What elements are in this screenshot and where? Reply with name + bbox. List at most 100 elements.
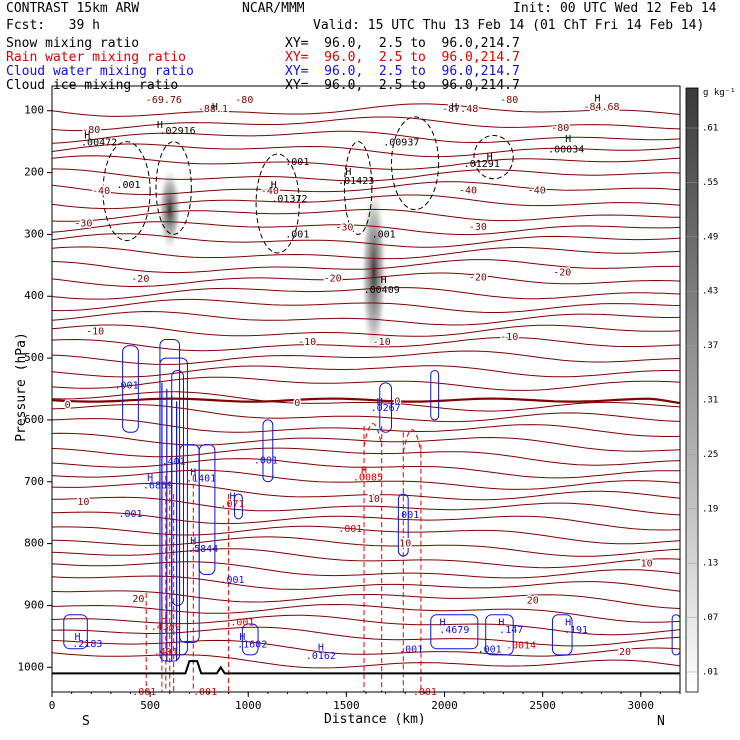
- isotherm-line: [51, 603, 681, 623]
- colorbar-tick-label: .49: [702, 232, 718, 242]
- snow-high-marker: H: [345, 167, 351, 178]
- isotherm-label: -20: [324, 273, 342, 284]
- snow-high-marker: H: [595, 93, 601, 104]
- isotherm-line: [51, 469, 681, 490]
- isotherm-line: [51, 536, 681, 557]
- snow-high-marker: H: [157, 120, 163, 131]
- cloud-high-marker: H: [190, 467, 196, 478]
- isotherm-line: [51, 221, 681, 236]
- cloud-high-marker: H: [230, 492, 236, 503]
- colorbar-tick-label: .37: [702, 341, 718, 351]
- x-tick-label: 1000: [235, 699, 262, 712]
- model-title: CONTRAST 15km ARW: [6, 1, 140, 16]
- isotherm-label: 10: [368, 494, 380, 505]
- cloud-high-marker: H: [377, 397, 383, 408]
- colorbar: [685, 87, 699, 693]
- isotherm-label: 0: [65, 400, 71, 411]
- rain-value-label: .071: [221, 499, 245, 510]
- cloud-value-label: .001: [254, 456, 278, 467]
- snow-high-marker: H: [381, 275, 387, 286]
- rain-water-contour: [363, 423, 383, 447]
- cloud-water-contour: [430, 614, 479, 650]
- colorbar-tick-label: .43: [702, 287, 718, 297]
- snow-value-label: .001: [372, 229, 396, 240]
- cloud-value-label: .5844: [188, 544, 218, 555]
- field-rain-xy: XY= 96.0, 2.5 to 96.0,214.7: [285, 50, 520, 65]
- cloud-water-contour: [234, 493, 243, 520]
- isotherm-label: -20: [469, 273, 487, 284]
- isotherm-line: [51, 626, 681, 647]
- isotherm-label: 10: [399, 539, 411, 550]
- y-tick-label: 300: [24, 227, 44, 240]
- y-tick-label: 400: [24, 289, 44, 302]
- isotherm-label: -10: [298, 337, 316, 348]
- rain-value-label: .0085: [353, 472, 383, 483]
- forecast-hour: Fcst: 39 h: [6, 18, 100, 33]
- snow-value-label: .02916: [160, 126, 196, 137]
- cloud-high-marker: H: [190, 536, 196, 547]
- y-tick-label: 600: [24, 413, 44, 426]
- isotherm-line: [51, 350, 681, 365]
- isotherm-line: [51, 590, 681, 609]
- cloud-value-label: .147: [499, 625, 523, 636]
- isotherm-label: -40: [261, 186, 279, 197]
- y-tick-label: 700: [24, 475, 44, 488]
- cloud-water-contour: [63, 614, 88, 650]
- cloud-high-marker: H: [565, 618, 571, 629]
- isotherm-line: [51, 391, 681, 412]
- isotherm-line: [51, 575, 681, 592]
- x-tick-label: 0: [49, 699, 56, 712]
- y-tick-label: 100: [24, 104, 44, 117]
- rain-value-label: .401: [154, 647, 178, 658]
- rain-high-marker: H: [161, 615, 167, 626]
- cloud-value-label: .4679: [439, 625, 469, 636]
- snow-value-label: .01423: [338, 176, 374, 187]
- isotherm-label: 10: [77, 497, 89, 508]
- isotherm-line: [51, 548, 681, 569]
- isotherm-label: -87.48: [442, 104, 478, 115]
- cloud-water-contour: [379, 382, 393, 433]
- isotherm-label: 20: [619, 647, 631, 658]
- isotherm-line: [51, 458, 681, 479]
- cloud-water-contour: [430, 369, 440, 421]
- y-tick-label: 1000: [18, 660, 45, 673]
- isotherm-label: -40: [92, 186, 110, 197]
- cloud-value-label: .001: [395, 510, 419, 521]
- cloud-value-label: .001: [399, 644, 423, 655]
- cloud-value-label: .001: [115, 380, 139, 391]
- x-axis-label: Distance (km): [324, 712, 426, 727]
- cloud-high-marker: H: [440, 618, 446, 629]
- isotherm-line: [51, 652, 681, 669]
- isotherm-label: -10: [86, 326, 104, 337]
- isotherm-label: 20: [527, 595, 539, 606]
- field-cloud-name: Cloud water mixing ratio: [6, 64, 194, 79]
- snow-value-label: .001: [285, 157, 309, 168]
- rain-value-label: .4359: [151, 622, 181, 633]
- isotherm-label: 10: [641, 558, 653, 569]
- isotherm-label: -10: [373, 337, 391, 348]
- x-end-label-south: S: [82, 714, 90, 729]
- isotherm-line: [51, 561, 681, 579]
- x-tick-label: 2500: [529, 699, 556, 712]
- isotherm-line: [51, 525, 681, 545]
- isotherm-line: [51, 404, 681, 423]
- snow-value-label: .00409: [364, 285, 400, 296]
- isotherm-label: -30: [74, 218, 92, 229]
- snow-value-label: .00034: [548, 145, 584, 156]
- isotherm-line: [51, 298, 681, 313]
- isotherm-label: -88.1: [198, 104, 228, 115]
- rain-value-label: .001: [230, 618, 254, 629]
- isotherm-line: [51, 246, 681, 260]
- snow-value-label: .00472: [81, 137, 117, 148]
- field-rain-name: Rain water mixing ratio: [6, 50, 187, 65]
- isotherm-label: -80: [500, 95, 518, 106]
- isotherm-label: -69.76: [146, 95, 182, 106]
- isotherm-line: [51, 336, 681, 352]
- snow-plume: [360, 178, 388, 365]
- freezing-level-line: [51, 397, 681, 405]
- rain-value-label: .001: [338, 524, 362, 535]
- cloud-water-contour: [198, 444, 216, 576]
- cloud-value-label: .401: [162, 456, 186, 467]
